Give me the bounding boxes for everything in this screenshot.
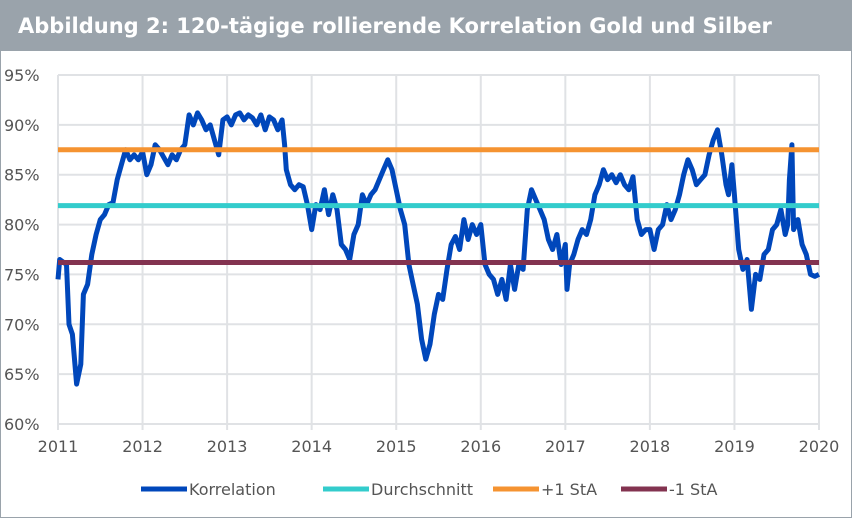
y-tick-label: 70%	[4, 315, 40, 334]
x-tick-label: 2015	[376, 437, 417, 456]
y-tick-label: 80%	[4, 216, 40, 235]
y-tick-label: 65%	[4, 365, 40, 384]
x-tick-label: 2020	[799, 437, 840, 456]
series-line-korrelation	[55, 110, 821, 387]
legend-label: +1 StA	[541, 480, 597, 499]
legend-label: -1 StA	[669, 480, 717, 499]
y-tick-label: 95%	[4, 66, 40, 85]
y-tick-label: 90%	[4, 116, 40, 135]
y-tick-label: 85%	[4, 166, 40, 185]
y-tick-label: 60%	[4, 415, 40, 434]
title-bar: Abbildung 2: 120-tägige rollierende Korr…	[1, 1, 851, 51]
y-tick-label: 75%	[4, 265, 40, 284]
legend-label: Durchschnitt	[371, 480, 473, 499]
x-tick-label: 2019	[714, 437, 755, 456]
x-tick-label: 2013	[207, 437, 248, 456]
x-tick-label: 2018	[630, 437, 671, 456]
chart-title: Abbildung 2: 120-tägige rollierende Korr…	[18, 14, 772, 38]
x-tick-label: 2016	[460, 437, 501, 456]
x-tick-label: 2011	[38, 437, 79, 456]
x-tick-label: 2014	[291, 437, 332, 456]
x-tick-label: 2017	[545, 437, 586, 456]
legend-label: Korrelation	[189, 480, 276, 499]
x-tick-label: 2012	[122, 437, 163, 456]
